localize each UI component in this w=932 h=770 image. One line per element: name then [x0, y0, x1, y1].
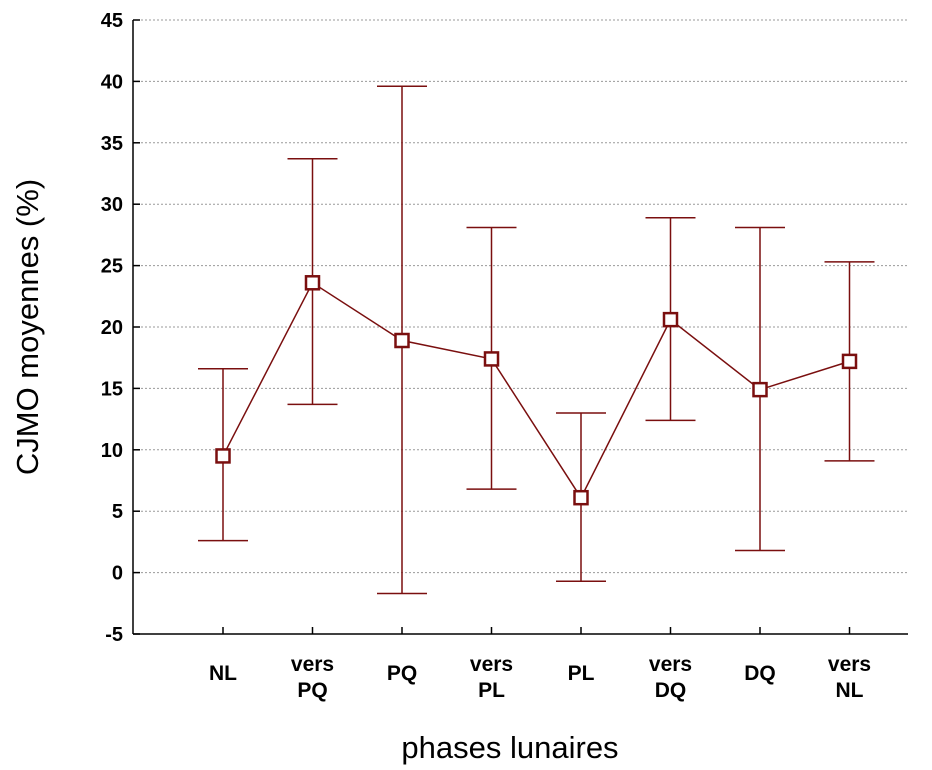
- y-tick-label: 45: [101, 10, 123, 32]
- data-point: [304, 275, 321, 291]
- y-axis-ticks: -5 0 5 10 15 20 25 30 35 40 45: [101, 10, 140, 646]
- grid: [133, 19, 908, 574]
- data-point: [394, 332, 410, 349]
- data-point: [483, 351, 500, 367]
- x-axis-ticks: NL vers PQ PQ vers PL PL vers DQ DQ vers NL: [209, 627, 871, 702]
- data-point: [573, 489, 589, 506]
- y-tick-label: 5: [112, 501, 123, 523]
- y-axis-title: CJMO moyennes (%): [10, 179, 45, 475]
- y-tick-label: 20: [101, 317, 123, 339]
- x-axis-title: phases lunaires: [401, 730, 618, 765]
- y-tick-label: -5: [105, 624, 123, 646]
- x-tick-label: PL: [568, 662, 595, 685]
- x-tick-label: DQ: [744, 662, 776, 685]
- y-tick-label: 35: [101, 133, 123, 155]
- x-tick-label: NL: [836, 679, 864, 702]
- series: [198, 85, 875, 595]
- x-tick-label: NL: [209, 662, 237, 685]
- y-tick-label: 40: [101, 71, 123, 93]
- x-tick-label: vers: [828, 653, 871, 676]
- y-tick-label: 15: [101, 378, 123, 400]
- data-point: [215, 448, 231, 464]
- data-point: [752, 381, 768, 398]
- x-tick-label: PQ: [297, 679, 327, 702]
- y-tick-label: 30: [101, 194, 123, 216]
- y-tick-label: 0: [112, 563, 123, 585]
- data-point: [841, 353, 858, 370]
- data-point: [662, 311, 679, 328]
- x-tick-label: DQ: [655, 679, 687, 702]
- x-tick-label: PL: [478, 679, 505, 702]
- x-tick-label: vers: [470, 653, 513, 676]
- x-tick-label: vers: [291, 653, 334, 676]
- x-tick-label: vers: [649, 653, 692, 676]
- x-tick-label: PQ: [387, 662, 417, 685]
- series-line: [222, 281, 850, 500]
- y-tick-label: 25: [101, 256, 123, 278]
- y-tick-label: 10: [101, 440, 123, 462]
